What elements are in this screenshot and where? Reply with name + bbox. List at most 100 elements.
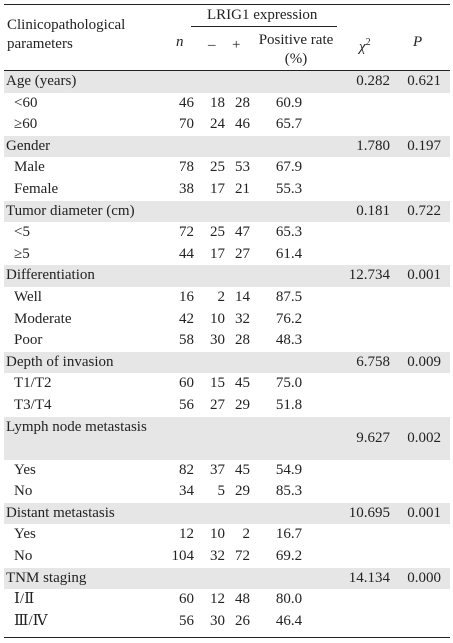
row-label: Yes	[14, 461, 36, 478]
n-value: 34	[179, 483, 194, 500]
header-p: P	[413, 34, 423, 50]
positive-count: 29	[235, 397, 250, 413]
negative-count: 32	[210, 548, 225, 564]
chi-square-value: 6.758	[356, 353, 390, 370]
row-label: Male	[14, 159, 45, 176]
positive-rate: 76.2	[275, 310, 303, 327]
group-label: Differentiation	[6, 267, 95, 284]
positive-count: 21	[235, 181, 250, 197]
group-label: Lymph node metastasis	[6, 418, 147, 435]
negative-count: 10	[210, 526, 225, 543]
positive-count: 26	[235, 612, 250, 629]
chi-square-value: 0.181	[356, 202, 390, 219]
n-value: 72	[179, 224, 194, 241]
p-value: 0.621	[407, 73, 441, 89]
table-row: ≥60 70 24 46 65.7	[4, 114, 450, 136]
positive-count: 47	[235, 224, 250, 241]
positive-count: 53	[235, 159, 250, 176]
table-row: No 104 32 72 69.2	[4, 546, 450, 568]
table-row: Well 16 2 14 87.5	[4, 287, 450, 309]
row-label: ≥5	[14, 245, 30, 262]
header-neg: –	[208, 37, 216, 53]
positive-rate: 55.3	[275, 181, 303, 197]
p-value: 0.001	[407, 504, 441, 521]
group-label: TNM staging	[6, 569, 87, 586]
chi-square-value: 10.695	[348, 504, 390, 521]
n-value: 104	[171, 548, 195, 564]
positive-count: 72	[235, 548, 250, 564]
p-value: 0.197	[407, 137, 441, 154]
top-rule	[4, 4, 450, 5]
positive-rate: 51.8	[275, 397, 303, 413]
group-row: Tumor diameter (cm) 0.181 0.722	[4, 200, 450, 223]
n-value: 60	[179, 375, 194, 392]
group-row: TNM staging 14.134 0.000	[4, 567, 450, 590]
group-row: Depth of invasion 6.758 0.009	[4, 351, 450, 374]
group-row: Distant metastasis 10.695 0.001	[4, 502, 450, 525]
positive-count: 27	[235, 245, 250, 262]
negative-count: 12	[210, 591, 225, 608]
n-value: 82	[179, 461, 194, 478]
chi-square-value: 14.134	[348, 569, 390, 586]
group-label: Depth of invasion	[6, 353, 114, 370]
table-row: Ⅰ/Ⅱ 60 12 48 80.0	[4, 589, 450, 611]
header-chi-symbol: χ	[359, 39, 366, 55]
negative-count: 37	[210, 461, 225, 478]
positive-rate: 60.9	[275, 94, 303, 111]
header-chi: χ2	[359, 33, 371, 57]
header-group: LRIG1 expression	[207, 7, 318, 23]
row-label: No	[14, 483, 33, 500]
table-row: T1/T2 60 15 45 75.0	[4, 373, 450, 395]
positive-rate: 54.9	[275, 461, 303, 478]
negative-count: 25	[210, 224, 225, 241]
positive-count: 29	[235, 483, 250, 500]
row-label: Ⅲ/Ⅳ	[14, 612, 48, 629]
positive-count: 28	[235, 94, 250, 111]
positive-count: 48	[235, 591, 250, 608]
positive-rate: 61.4	[275, 245, 303, 262]
table-row: <5 72 25 47 65.3	[4, 222, 450, 244]
table-row: T3/T4 56 27 29 51.8	[4, 395, 450, 417]
row-label: T1/T2	[14, 375, 52, 392]
n-value: 70	[179, 116, 194, 133]
group-label: Tumor diameter (cm)	[6, 202, 135, 219]
negative-count: 27	[210, 397, 225, 413]
row-label: ≥60	[14, 116, 38, 133]
positive-count: 14	[235, 289, 250, 305]
negative-count: 18	[210, 94, 225, 111]
positive-rate: 16.7	[275, 526, 303, 543]
positive-rate: 75.0	[275, 375, 303, 392]
group-row: Age (years) 0.282 0.621	[4, 71, 450, 93]
n-value: 56	[179, 612, 194, 629]
positive-rate: 80.0	[275, 591, 303, 608]
table-row: Moderate 42 10 32 76.2	[4, 309, 450, 331]
row-label: T3/T4	[14, 397, 52, 413]
p-value: 0.009	[407, 353, 441, 370]
positive-count: 2	[242, 526, 251, 543]
p-value: 0.002	[407, 429, 441, 446]
n-value: 60	[179, 591, 194, 608]
negative-count: 24	[210, 116, 225, 133]
header-n: n	[176, 34, 184, 50]
negative-count: 17	[210, 181, 225, 197]
table-row: Yes 12 10 2 16.7	[4, 524, 450, 546]
table-row: Yes 82 37 45 54.9	[4, 460, 450, 482]
n-value: 58	[179, 332, 194, 349]
p-value: 0.722	[407, 202, 441, 219]
p-value: 0.000	[407, 569, 441, 586]
negative-count: 25	[210, 159, 225, 176]
group-row: Gender 1.780 0.197	[4, 135, 450, 158]
positive-rate: 65.3	[275, 224, 303, 241]
negative-count: 17	[210, 245, 225, 262]
row-label: Yes	[14, 526, 36, 543]
group-label: Age (years)	[6, 73, 77, 89]
n-value: 12	[179, 526, 194, 543]
row-label: Moderate	[14, 310, 72, 327]
table-row: ≥5 44 17 27 61.4	[4, 244, 450, 266]
negative-count: 30	[210, 332, 225, 349]
chi-square-value: 12.734	[348, 267, 390, 284]
table-row: <60 46 18 28 60.9	[4, 93, 450, 115]
row-label: <5	[14, 224, 30, 241]
header-pos: +	[232, 37, 241, 53]
row-label: Ⅰ/Ⅱ	[14, 591, 35, 608]
